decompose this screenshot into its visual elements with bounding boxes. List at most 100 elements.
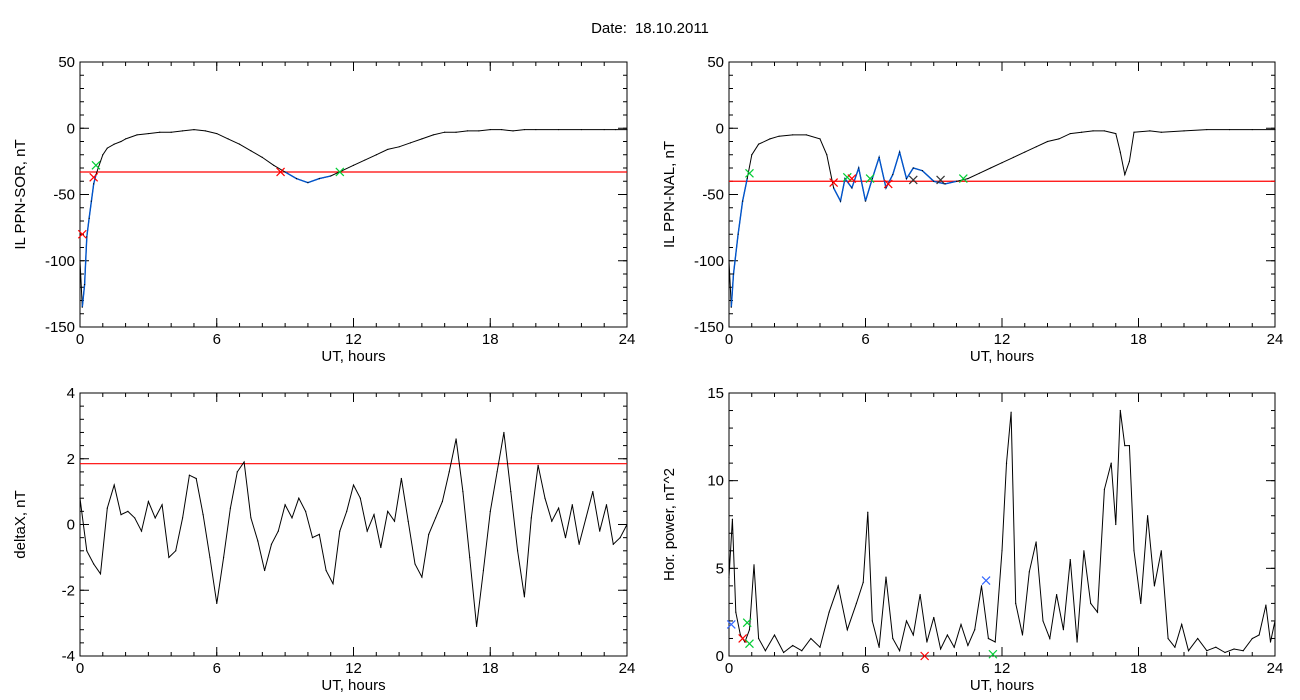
data-point xyxy=(257,540,259,542)
data-point xyxy=(764,650,767,652)
data-point xyxy=(1206,650,1208,652)
data-point xyxy=(746,178,748,180)
data-point xyxy=(209,556,211,558)
data-point xyxy=(946,634,949,636)
data-point xyxy=(393,520,396,522)
data-point xyxy=(261,156,263,158)
data-point xyxy=(1181,623,1183,626)
data-point xyxy=(1069,132,1071,135)
data-point xyxy=(264,569,266,572)
data-point xyxy=(1251,637,1253,640)
data-point xyxy=(432,134,434,136)
data-point xyxy=(1147,515,1149,517)
plot-frame xyxy=(79,61,628,328)
data-point xyxy=(93,183,95,185)
data-point xyxy=(188,474,190,476)
data-point xyxy=(773,634,776,636)
data-point xyxy=(885,187,887,189)
data-point xyxy=(1215,646,1217,648)
data-point xyxy=(833,187,835,189)
y-tick-label: 10 xyxy=(707,473,724,490)
chart-il-ppn-nal: 0 6 12 18 24 -150 -100 -50 0 50 UT, hours IL PPN-NA… xyxy=(661,54,1283,365)
data-point xyxy=(202,514,204,516)
date-label: Date: xyxy=(591,20,627,37)
highlight-segment xyxy=(284,171,331,184)
data-point xyxy=(512,130,514,132)
data-point xyxy=(147,132,149,135)
data-point xyxy=(434,517,437,519)
marker-green xyxy=(91,160,101,170)
data-point xyxy=(318,178,320,180)
marker-stroke xyxy=(958,174,968,184)
x-tick-label: 0 xyxy=(76,660,84,677)
data-point xyxy=(330,175,332,177)
y-axis-label: Hor. power, nT^2 xyxy=(661,468,678,581)
data-point xyxy=(387,510,389,512)
data-point xyxy=(409,142,412,144)
y-axis-label: IL PPN-SOR, nT xyxy=(12,139,29,249)
data-point xyxy=(1049,637,1051,640)
data-point xyxy=(250,517,252,519)
data-point xyxy=(222,556,225,558)
marker-red xyxy=(847,174,857,184)
data-point xyxy=(154,517,156,519)
data-point xyxy=(1140,602,1142,605)
data-point xyxy=(229,507,232,509)
data-point xyxy=(387,148,389,151)
data-point xyxy=(748,629,751,631)
data-point xyxy=(332,583,334,585)
data-point xyxy=(1083,550,1085,552)
marker-stroke xyxy=(842,172,852,182)
data-point xyxy=(175,550,177,552)
x-axis-label: UT, hours xyxy=(321,677,385,694)
data-point xyxy=(1124,174,1126,176)
y-tick-label: 4 xyxy=(67,385,75,402)
marker-red xyxy=(276,167,285,177)
data-point xyxy=(346,510,348,512)
data-point xyxy=(990,167,992,169)
data-point xyxy=(837,585,839,587)
x-tick-label: 24 xyxy=(1267,660,1284,677)
data-point xyxy=(455,438,457,440)
data-point xyxy=(1005,462,1008,464)
x-tick-label: 12 xyxy=(345,331,362,348)
data-point xyxy=(819,646,821,648)
marker-stroke xyxy=(981,576,991,586)
data-point xyxy=(728,260,730,262)
x-tick-label: 18 xyxy=(482,331,499,348)
data-point xyxy=(919,594,921,596)
data-point xyxy=(558,507,560,509)
x-tick-label: 12 xyxy=(994,660,1011,677)
data-point xyxy=(828,611,830,613)
marker-stroke xyxy=(738,634,748,643)
data-point xyxy=(1228,128,1231,131)
marker-stroke xyxy=(745,639,754,649)
data-point xyxy=(1110,462,1112,464)
data-point xyxy=(366,530,368,532)
data-point xyxy=(1128,445,1130,447)
data-point xyxy=(159,131,161,133)
x-tick-label: 12 xyxy=(994,331,1011,348)
data-point xyxy=(83,284,86,286)
data-point xyxy=(1274,128,1276,131)
y-tick-label: -150 xyxy=(694,319,724,336)
data-point xyxy=(1242,650,1244,652)
marker-red xyxy=(883,179,893,189)
marker-stroke xyxy=(742,618,752,628)
marker-green xyxy=(335,167,345,177)
data-point xyxy=(478,130,480,132)
y-tick-label: 2 xyxy=(67,451,75,468)
y-axis-label: deltaX, nT xyxy=(12,490,29,558)
data-point xyxy=(161,504,163,506)
data-point xyxy=(501,128,503,131)
marker-green xyxy=(988,649,998,659)
data-point xyxy=(311,537,314,539)
data-point xyxy=(134,517,136,519)
data-point xyxy=(489,510,491,512)
data-point xyxy=(871,178,873,180)
x-axis-label: UT, hours xyxy=(970,348,1034,365)
x-tick-label: 6 xyxy=(861,331,869,348)
data-point xyxy=(769,138,771,140)
y-tick-label: 0 xyxy=(67,120,75,137)
